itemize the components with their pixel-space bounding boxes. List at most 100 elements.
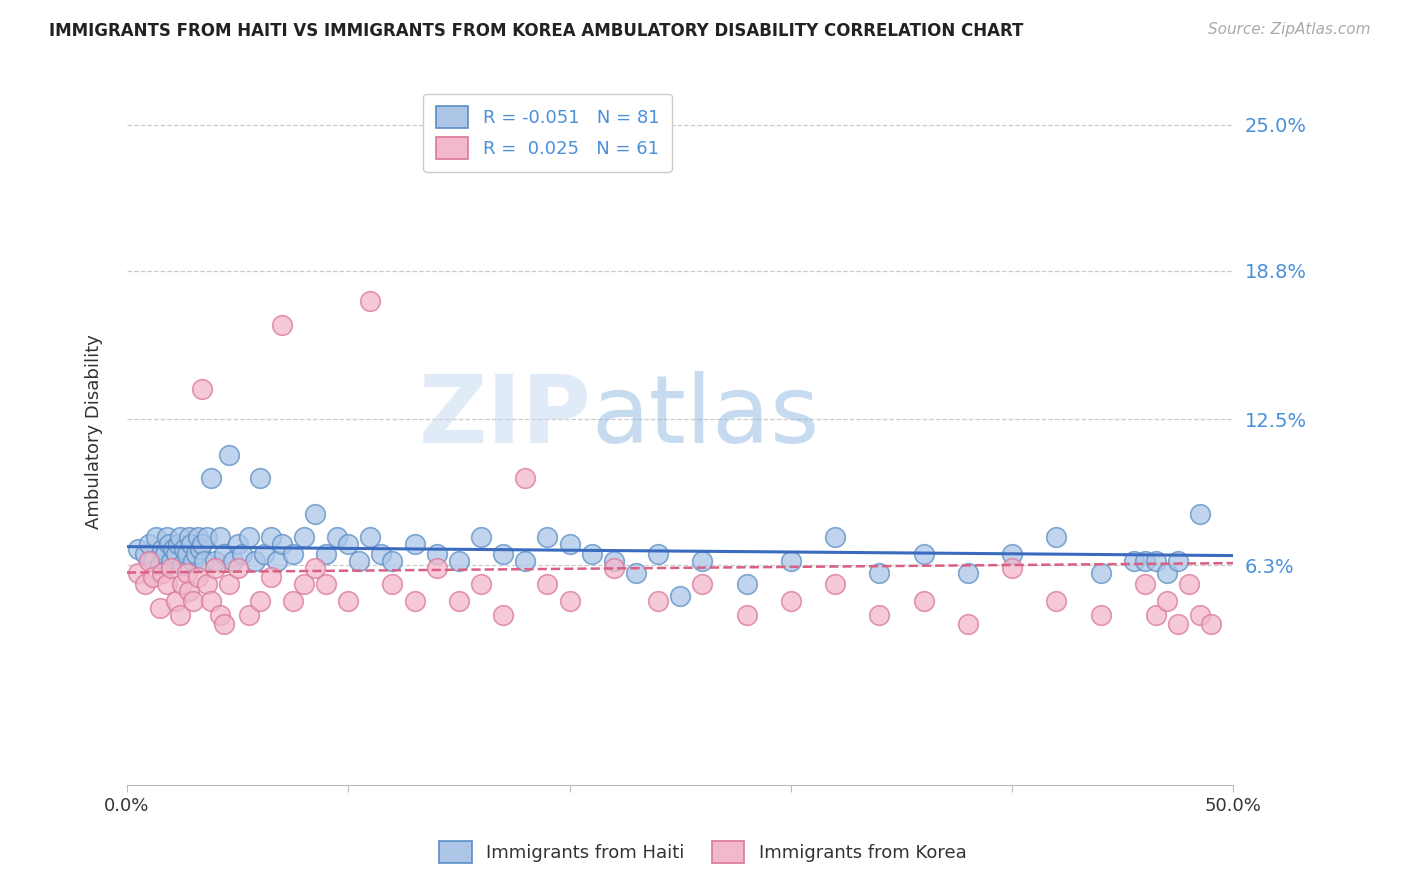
Point xyxy=(173,541,195,556)
Point xyxy=(195,577,218,591)
Point xyxy=(270,318,292,332)
Point xyxy=(180,537,202,551)
Point xyxy=(160,554,183,568)
Point xyxy=(214,547,236,561)
Point xyxy=(191,537,214,551)
Point xyxy=(536,530,558,544)
Point xyxy=(912,594,935,608)
Point xyxy=(292,577,315,591)
Point xyxy=(172,558,194,573)
Text: IMMIGRANTS FROM HAITI VS IMMIGRANTS FROM KOREA AMBULATORY DISABILITY CORRELATION: IMMIGRANTS FROM HAITI VS IMMIGRANTS FROM… xyxy=(49,22,1024,40)
Point xyxy=(447,554,470,568)
Point xyxy=(956,566,979,580)
Point xyxy=(222,554,245,568)
Point xyxy=(195,530,218,544)
Point xyxy=(184,547,207,561)
Point xyxy=(177,530,200,544)
Point xyxy=(779,594,801,608)
Point xyxy=(169,530,191,544)
Point xyxy=(1167,554,1189,568)
Point xyxy=(149,558,172,573)
Point xyxy=(226,537,249,551)
Point xyxy=(337,594,360,608)
Point xyxy=(204,561,226,575)
Point xyxy=(1133,577,1156,591)
Point xyxy=(304,507,326,521)
Point xyxy=(690,554,713,568)
Point xyxy=(647,547,669,561)
Point xyxy=(558,594,581,608)
Point xyxy=(1090,607,1112,622)
Point xyxy=(359,530,381,544)
Point xyxy=(134,577,156,591)
Point xyxy=(735,607,758,622)
Point xyxy=(381,554,404,568)
Point xyxy=(1156,566,1178,580)
Point xyxy=(647,594,669,608)
Point xyxy=(214,617,236,632)
Point xyxy=(603,554,626,568)
Point xyxy=(426,547,449,561)
Point xyxy=(249,594,271,608)
Point xyxy=(150,566,173,580)
Point xyxy=(187,570,209,584)
Point xyxy=(169,607,191,622)
Point xyxy=(181,554,204,568)
Point xyxy=(156,577,179,591)
Point xyxy=(536,577,558,591)
Point xyxy=(515,554,537,568)
Point xyxy=(515,471,537,485)
Point xyxy=(176,566,198,580)
Point xyxy=(492,547,515,561)
Point xyxy=(138,554,160,568)
Point xyxy=(735,577,758,591)
Point xyxy=(370,547,392,561)
Point xyxy=(669,589,692,603)
Point xyxy=(238,530,260,544)
Point xyxy=(447,594,470,608)
Point xyxy=(181,594,204,608)
Point xyxy=(260,570,283,584)
Point xyxy=(134,547,156,561)
Point xyxy=(558,537,581,551)
Point xyxy=(249,471,271,485)
Point xyxy=(1156,594,1178,608)
Point xyxy=(1001,561,1024,575)
Point xyxy=(188,541,211,556)
Point xyxy=(200,471,222,485)
Point xyxy=(1201,617,1223,632)
Point xyxy=(260,530,283,544)
Point xyxy=(1144,554,1167,568)
Point xyxy=(315,547,337,561)
Point xyxy=(624,566,647,580)
Point xyxy=(270,537,292,551)
Point xyxy=(160,561,183,575)
Point xyxy=(1122,554,1144,568)
Legend: Immigrants from Haiti, Immigrants from Korea: Immigrants from Haiti, Immigrants from K… xyxy=(430,832,976,872)
Point xyxy=(142,570,165,584)
Point xyxy=(208,530,231,544)
Point xyxy=(138,537,160,551)
Point xyxy=(349,554,371,568)
Point xyxy=(315,577,337,591)
Point xyxy=(231,547,253,561)
Point xyxy=(153,547,176,561)
Point xyxy=(426,561,449,575)
Point xyxy=(779,554,801,568)
Point xyxy=(204,554,226,568)
Point xyxy=(868,607,890,622)
Point xyxy=(337,537,360,551)
Point xyxy=(304,561,326,575)
Text: ZIP: ZIP xyxy=(419,371,592,463)
Point xyxy=(404,537,426,551)
Point xyxy=(381,577,404,591)
Point xyxy=(172,577,194,591)
Point xyxy=(150,541,173,556)
Point xyxy=(404,594,426,608)
Point xyxy=(200,594,222,608)
Point xyxy=(1167,617,1189,632)
Point xyxy=(162,541,184,556)
Point xyxy=(281,547,304,561)
Point xyxy=(157,537,180,551)
Point xyxy=(245,554,267,568)
